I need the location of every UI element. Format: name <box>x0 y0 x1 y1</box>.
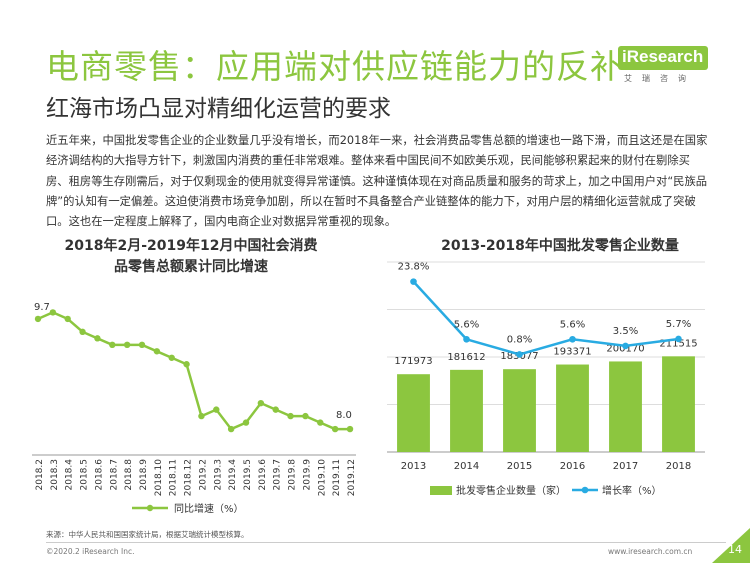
chart1-x-tick: 2018.5 <box>80 459 90 491</box>
chart1-point <box>272 406 279 413</box>
chart2-bar <box>556 364 589 452</box>
chart2-growth-point <box>463 335 470 343</box>
chart2-bar <box>397 374 430 452</box>
chart1-point <box>346 425 354 433</box>
chart1-x-tick: 2019.7 <box>273 459 283 491</box>
chart1-point <box>49 309 57 316</box>
chart1-point <box>94 335 101 342</box>
chart2-bar-label: 211515 <box>659 338 697 349</box>
chart1-point <box>64 315 71 323</box>
chart1-point <box>302 412 309 420</box>
chart1-x-tick: 2019.12 <box>347 459 357 496</box>
chart1-point <box>213 406 220 413</box>
chart2-growth-point <box>410 278 417 285</box>
chart2-title: 2013-2018年中国批发零售企业数量 <box>441 238 679 254</box>
page-title: 电商零售：应用端对供应链能力的反补 <box>46 47 624 86</box>
chart1-x-tick: 2018.9 <box>139 459 149 491</box>
chart1-point <box>34 315 42 323</box>
chart2-x-tick: 2013 <box>401 461 426 472</box>
page-subtitle: 红海市场凸显对精细化运营的要求 <box>46 96 391 122</box>
chart2-growth-label: 23.8% <box>398 262 430 273</box>
chart1-legend-marker <box>146 504 154 512</box>
chart1-x-tick: 2019.4 <box>228 459 238 491</box>
footer-divider <box>46 542 726 543</box>
chart2-bar <box>450 369 483 452</box>
chart1-series-line <box>37 311 350 431</box>
chart1-point <box>138 341 146 349</box>
chart2-x-tick: 2017 <box>613 461 638 472</box>
chart2-x-tick: 2018 <box>666 461 691 472</box>
chart1-x-tick: 2018.2 <box>35 459 45 491</box>
chart2-growth-point <box>622 342 629 350</box>
body-paragraph: 近五年来，中国批发零售企业的企业数量几乎没有增长，而2018年一来，社会消费品零… <box>46 134 708 229</box>
chart1-point <box>198 412 205 420</box>
logo-box <box>618 46 708 70</box>
chart2-legend-bar-label: 批发零售企业数量（家） <box>456 484 566 497</box>
chart2-growth-point <box>569 335 576 343</box>
chart2-bar <box>662 356 695 452</box>
chart1-point <box>79 328 86 336</box>
chart1-x-tick: 2018.6 <box>94 459 104 491</box>
chart1-x-tick: 2018.10 <box>154 459 164 496</box>
corner-decoration <box>712 528 750 563</box>
chart1-x-tick: 2019.10 <box>317 459 327 496</box>
chart1-x-tick: 2018.8 <box>124 459 134 491</box>
page-number: 14 <box>728 543 742 556</box>
chart2-bar-label: 193371 <box>553 347 591 358</box>
chart2-x-tick: 2015 <box>507 461 532 472</box>
chart2-legend-line-label: 增长率（%） <box>602 484 662 497</box>
chart1-point <box>227 425 235 433</box>
iresearch-logo: iResearch 艾瑞咨询 <box>618 46 738 86</box>
chart2-x-tick: 2016 <box>560 461 585 472</box>
chart1-x-tick: 2019.6 <box>258 459 268 491</box>
footer-url: www.iresearch.com.cn <box>608 547 693 556</box>
chart2-legend-line-marker <box>581 486 589 494</box>
chart2-bar-label: 181612 <box>447 352 485 363</box>
chart2-growth-label: 5.7% <box>666 319 691 330</box>
chart1-point <box>257 399 265 407</box>
chart1-label-first: 9.7 <box>34 302 50 313</box>
chart1-x-tick: 2018.12 <box>184 459 194 496</box>
chart2-growth-point <box>675 335 682 343</box>
logo-sub: 艾瑞咨询 <box>624 74 696 83</box>
chart2-growth-label: 3.5% <box>613 326 638 337</box>
chart2-growth-point <box>516 351 523 358</box>
chart1-point <box>242 419 250 426</box>
chart1-x-tick: 2018.4 <box>65 459 75 491</box>
chart2-growth-label: 5.6% <box>560 319 585 330</box>
chart1-point <box>317 419 324 426</box>
chart2-bar-label: 171973 <box>394 356 432 367</box>
chart1-x-tick: 2019.3 <box>213 459 223 491</box>
chart2-legend-bar-swatch <box>430 486 452 495</box>
chart1-x-tick: 2019.8 <box>288 459 298 491</box>
chart1-x-tick: 2019.11 <box>332 459 342 496</box>
chart1-point <box>287 412 294 420</box>
chart1-point <box>123 341 131 349</box>
chart1-x-tick: 2019.9 <box>302 459 312 491</box>
chart1-x-tick: 2018.3 <box>50 459 60 491</box>
chart1-x-tick: 2018.11 <box>169 459 179 496</box>
chart2-bar <box>609 361 642 452</box>
chart1-point <box>153 348 161 355</box>
chart2-growth-line <box>412 280 679 356</box>
chart1-legend-label: 同比增速（%） <box>174 502 244 515</box>
chart1-point <box>183 361 190 368</box>
logo-brand: iResearch <box>622 47 704 66</box>
chart1-label-last: 8.0 <box>336 410 352 421</box>
copyright: ©2020.2 iResearch Inc. <box>46 547 135 556</box>
chart1-title: 2018年2月-2019年12月中国社会消费 品零售总额累计同比增速 <box>64 238 318 275</box>
source-note: 来源：中华人民共和国国家统计局，根据艾瑞统计模型核算。 <box>46 530 249 539</box>
chart1-point <box>331 425 339 433</box>
chart2-growth-label: 5.6% <box>454 319 479 330</box>
chart1-x-tick: 2018.7 <box>109 459 119 491</box>
chart1-x-tick: 2019.2 <box>198 459 208 491</box>
chart1-x-tick: 2019.5 <box>243 459 253 491</box>
chart1-point <box>168 354 175 361</box>
chart2-x-tick: 2014 <box>454 461 479 472</box>
chart1-point <box>109 341 116 349</box>
chart2-growth-label: 0.8% <box>507 334 532 345</box>
chart2-bar <box>503 369 536 452</box>
